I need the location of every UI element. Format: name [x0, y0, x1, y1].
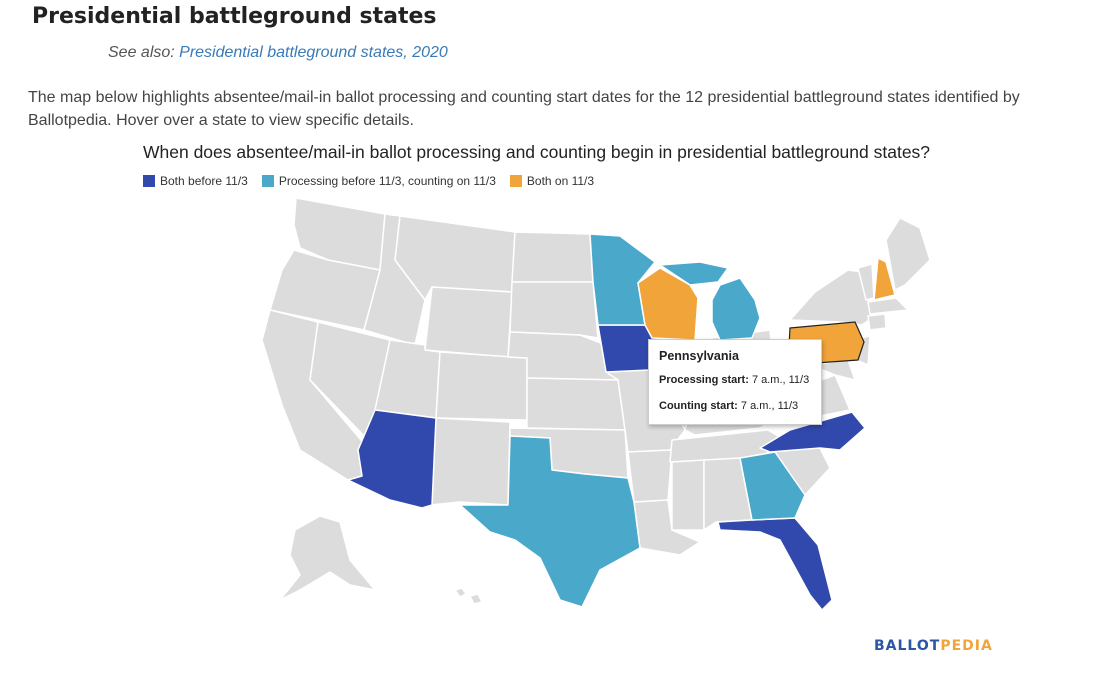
legend-item-both-on[interactable]: Both on 11/3 — [509, 174, 595, 188]
see-also: See also: Presidential battleground stat… — [108, 44, 448, 62]
ballotpedia-logo: BALLOTPEDIA — [874, 638, 993, 654]
state-georgia[interactable] — [739, 451, 806, 521]
state-wyoming[interactable] — [424, 286, 513, 358]
tooltip-counting-row: Counting start: 7 a.m., 11/3 — [659, 400, 811, 412]
state-kansas[interactable] — [526, 377, 626, 431]
legend-swatch-both-before — [143, 175, 155, 187]
state-arkansas[interactable] — [627, 449, 673, 503]
state-new-mexico[interactable] — [429, 417, 511, 506]
tooltip-processing-value: 7 a.m., 11/3 — [751, 374, 810, 386]
map-legend: Both before 11/3 Processing before 11/3,… — [143, 174, 594, 188]
legend-item-processing-before[interactable]: Processing before 11/3, counting on 11/3 — [261, 174, 496, 188]
legend-label-processing-before: Processing before 11/3, counting on 11/3 — [278, 174, 496, 188]
state-massachusetts[interactable] — [867, 297, 909, 315]
tooltip-state-name: Pennsylvania — [659, 349, 739, 363]
state-maine[interactable] — [885, 217, 931, 291]
see-also-prefix: See also: — [108, 44, 180, 61]
logo-part-ballot: BALLOT — [874, 638, 941, 654]
tooltip-counting-value: 7 a.m., 11/3 — [740, 400, 799, 412]
state-florida[interactable] — [717, 517, 833, 611]
tooltip-counting-label: Counting start: — [659, 400, 738, 412]
map-title: When does absentee/mail-in ballot proces… — [143, 142, 931, 162]
state-new-york[interactable] — [789, 269, 873, 326]
state-hawaii[interactable] — [454, 587, 483, 605]
see-also-link[interactable]: Presidential battleground states, 2020 — [179, 44, 448, 61]
state-arizona[interactable] — [347, 409, 437, 509]
legend-label-both-before: Both before 11/3 — [160, 174, 248, 188]
state-wisconsin[interactable] — [637, 267, 699, 341]
page-title: Presidential battleground states — [32, 4, 437, 29]
state-tooltip: Pennsylvania Processing start: 7 a.m., 1… — [648, 339, 822, 425]
legend-swatch-both-on — [509, 175, 522, 187]
legend-item-both-before[interactable]: Both before 11/3 — [143, 174, 248, 188]
state-mississippi[interactable] — [671, 459, 705, 531]
state-alaska[interactable] — [279, 515, 376, 601]
state-colorado[interactable] — [435, 351, 528, 421]
state-connecticut[interactable] — [867, 313, 887, 331]
state-north-carolina[interactable] — [759, 411, 866, 453]
state-south-dakota[interactable] — [509, 281, 599, 339]
tooltip-processing-label: Processing start: — [659, 374, 749, 386]
logo-part-pedia: PEDIA — [940, 638, 993, 654]
legend-label-both-on: Both on 11/3 — [526, 174, 595, 188]
state-new-hampshire[interactable] — [873, 257, 896, 301]
legend-swatch-processing-before — [261, 175, 274, 187]
state-north-dakota[interactable] — [511, 231, 594, 283]
intro-paragraph: The map below highlights absentee/mail-i… — [28, 89, 1020, 129]
tooltip-processing-row: Processing start: 7 a.m., 11/3 — [659, 374, 811, 386]
state-texas[interactable] — [459, 435, 641, 608]
